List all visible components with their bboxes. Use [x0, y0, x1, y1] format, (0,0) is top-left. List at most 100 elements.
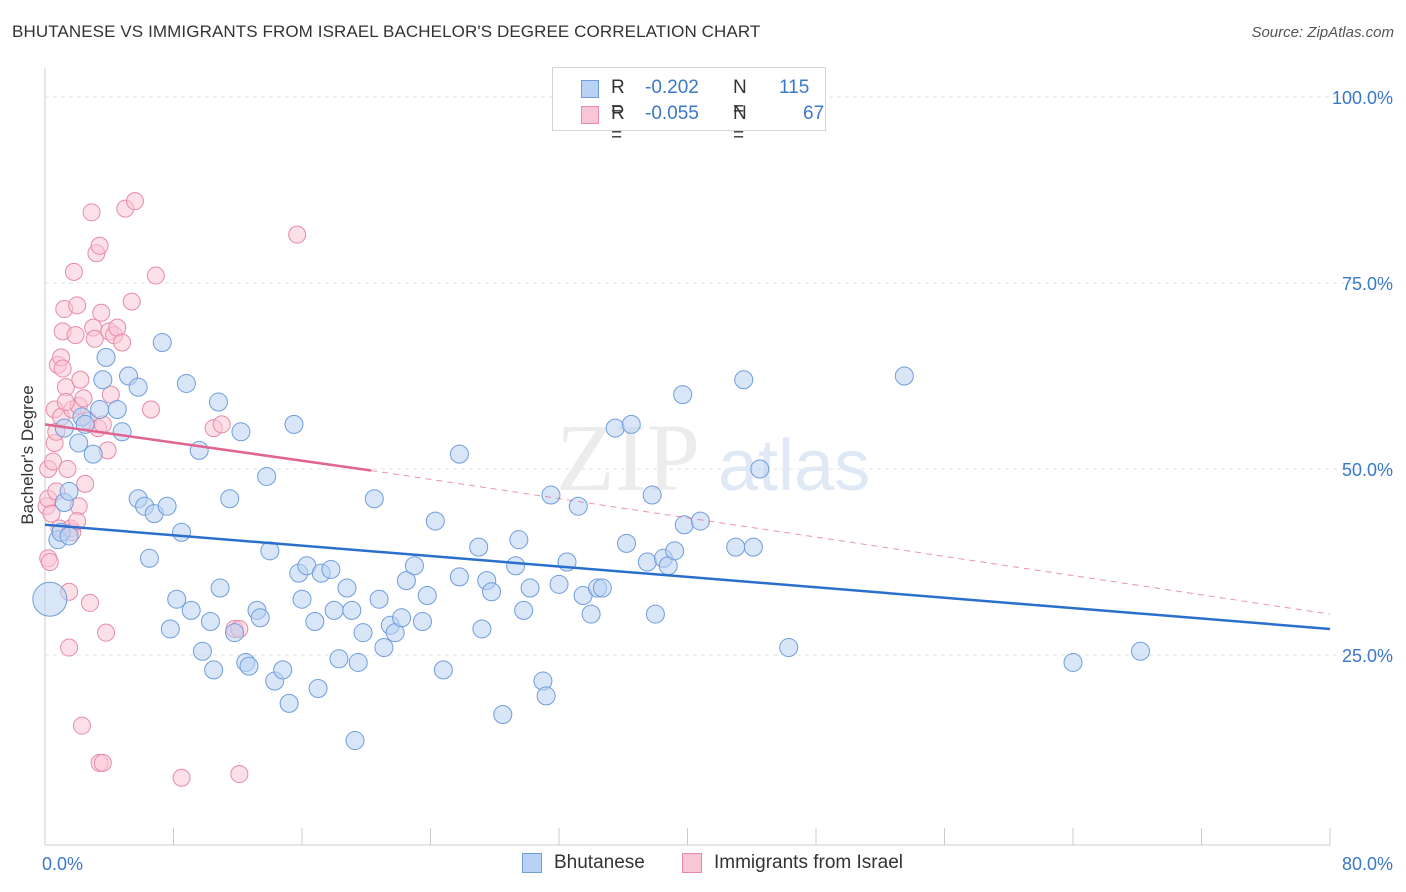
bhutanese-point	[509, 530, 529, 550]
bhutanese-point	[396, 571, 416, 591]
bhutanese-point	[239, 656, 259, 676]
israel-point	[68, 296, 87, 315]
bhutanese-point	[369, 589, 389, 609]
bhutanese-point	[734, 370, 754, 390]
legend-r-value: -0.202	[645, 77, 699, 98]
legend-n-label: N =	[733, 103, 747, 146]
bhutanese-point	[404, 556, 424, 576]
y-axis-label: Bachelor's Degree	[18, 385, 37, 524]
israel-point	[56, 393, 75, 412]
bhutanese-point	[220, 489, 240, 509]
bhutanese-point	[257, 466, 277, 486]
bhutanese-point	[779, 638, 799, 658]
israel-point	[53, 359, 72, 378]
israel-point	[42, 504, 61, 523]
bhutanese-point	[506, 556, 526, 576]
israel-point	[113, 333, 132, 352]
bhutanese-point	[637, 552, 657, 572]
legend-swatch-pink	[581, 106, 599, 124]
bhutanese-point	[549, 574, 569, 594]
israel-point	[58, 460, 77, 478]
bhutanese-point	[139, 548, 159, 568]
legend-n-value: 115	[779, 77, 810, 98]
bhutanese-point	[69, 433, 89, 453]
israel-point	[212, 415, 231, 434]
bhutanese-point	[337, 578, 357, 598]
bhutanese-point	[157, 496, 177, 516]
bhutanese-point	[160, 619, 180, 639]
legend-r-value: -0.055	[645, 103, 699, 124]
correlation-legend: R = -0.202 N = 115 R = -0.055 N = 67	[552, 67, 826, 146]
israel-point	[93, 753, 112, 772]
bhutanese-point	[392, 608, 412, 628]
bhutanese-point	[364, 489, 384, 509]
y-tick-label: 25.0%	[1342, 646, 1393, 666]
israel-point	[76, 474, 95, 493]
bhutanese-point	[520, 578, 540, 598]
bottom-legend-label: Immigrants from Israel	[714, 852, 903, 873]
bhutanese-point	[493, 705, 513, 725]
israel-point	[288, 225, 307, 244]
bottom-legend-swatch-pink	[682, 853, 702, 873]
israel-point	[60, 638, 79, 657]
bhutanese-point	[90, 399, 110, 419]
bhutanese-point	[616, 533, 636, 553]
bhutanese-point	[329, 649, 349, 669]
bhutanese-point	[482, 582, 502, 602]
bhutanese-point	[225, 623, 245, 643]
israel-point	[172, 768, 191, 787]
bhutanese-point	[433, 660, 453, 680]
bhutanese-point	[324, 600, 344, 620]
bhutanese-point	[250, 608, 270, 628]
israel-point	[80, 593, 99, 612]
watermark-atlas: atlas	[718, 426, 870, 506]
israel-point	[108, 318, 127, 337]
bhutanese-point	[449, 444, 469, 464]
bhutanese-point	[83, 444, 103, 464]
israel-point	[72, 716, 91, 735]
x-tick-label: 0.0%	[42, 854, 83, 874]
israel-point	[74, 389, 93, 408]
israel-point	[92, 303, 111, 322]
bhutanese-point	[645, 604, 665, 624]
bhutanese-point	[167, 589, 187, 609]
bhutanese-point	[894, 366, 914, 386]
bhutanese-point	[374, 638, 394, 658]
israel-point	[142, 400, 161, 419]
bhutanese-point	[305, 612, 325, 632]
bhutanese-point	[348, 652, 368, 672]
bhutanese-point	[59, 526, 79, 546]
bhutanese-point	[204, 660, 224, 680]
bhutanese-point	[472, 619, 492, 639]
bhutanese-point	[642, 485, 662, 505]
bhutanese-point	[176, 373, 196, 393]
bhutanese-point	[726, 537, 746, 557]
israel-point	[122, 292, 141, 311]
legend-r-label: R =	[611, 103, 625, 146]
bhutanese-point	[621, 414, 641, 434]
y-tick-label: 50.0%	[1342, 460, 1393, 480]
israel-trend-line-extension	[370, 469, 1331, 615]
legend-swatch-blue	[581, 80, 599, 98]
israel-point	[97, 623, 116, 642]
bhutanese-point	[128, 377, 148, 397]
bhutanese-point	[107, 399, 127, 419]
bhutanese-trend-line	[44, 523, 1331, 631]
bhutanese-point	[568, 496, 588, 516]
israel-point	[230, 765, 249, 784]
bhutanese-point	[308, 678, 328, 698]
bhutanese-point	[665, 541, 685, 561]
bhutanese-point	[59, 481, 79, 501]
bhutanese-point	[210, 578, 230, 598]
bhutanese-point	[345, 731, 365, 751]
bhutanese-point	[181, 600, 201, 620]
bhutanese-point	[208, 392, 228, 412]
legend-n-label: N =	[733, 77, 747, 120]
bhutanese-point	[592, 578, 612, 598]
bhutanese-point	[469, 537, 489, 557]
bhutanese-point	[342, 600, 362, 620]
bhutanese-point	[172, 522, 192, 542]
bhutanese-point	[605, 418, 625, 438]
bhutanese-point	[152, 333, 172, 353]
